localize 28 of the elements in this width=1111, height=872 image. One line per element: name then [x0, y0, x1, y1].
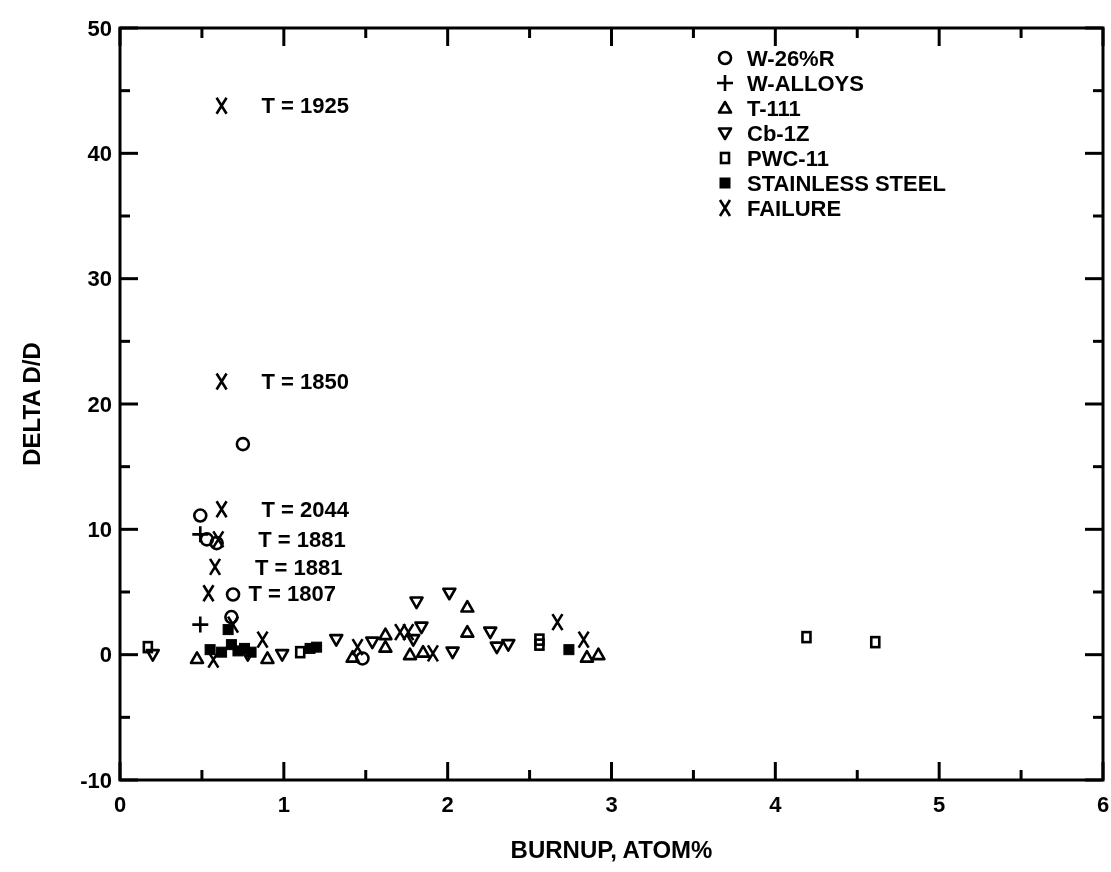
x-axis-title: BURNUP, ATOM% — [510, 836, 713, 863]
annotation: T = 1881 — [255, 554, 343, 580]
y-tick-label: 10 — [87, 517, 112, 543]
x-tick-label: 6 — [1096, 792, 1110, 817]
y-tick-label: 20 — [87, 391, 112, 417]
y-tick-label: 0 — [99, 642, 112, 668]
legend-label: STAINLESS STEEL — [747, 170, 946, 196]
x-tick-label: 5 — [933, 792, 946, 817]
y-tick-label: 50 — [87, 15, 112, 41]
annotation: T = 1807 — [248, 580, 336, 606]
x-tick-label: 1 — [277, 792, 290, 817]
annotation: T = 1850 — [261, 369, 350, 395]
legend-label: W-ALLOYS — [747, 70, 864, 96]
x-tick-label: 4 — [769, 792, 783, 817]
y-axis-title: DELTA D/D — [18, 342, 45, 466]
x-tick-label: 3 — [605, 792, 618, 817]
y-tick-label: -10 — [80, 767, 112, 793]
annotation: T = 2044 — [261, 496, 350, 522]
legend-label: Cb-1Z — [747, 120, 810, 146]
legend-label: W-26%R — [747, 45, 835, 71]
y-tick-label: 40 — [87, 141, 112, 167]
x-tick-label: 2 — [441, 792, 454, 817]
legend-label: FAILURE — [747, 195, 842, 221]
legend-label: PWC-11 — [747, 145, 829, 171]
annotation: T = 1881 — [258, 527, 346, 553]
annotation: T = 1925 — [261, 93, 350, 119]
legend-label: T-111 — [747, 95, 801, 121]
y-tick-label: 30 — [87, 266, 112, 292]
